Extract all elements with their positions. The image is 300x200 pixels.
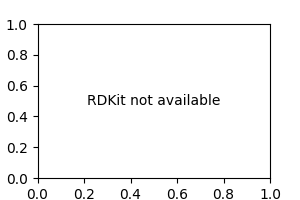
Text: RDKit not available: RDKit not available [87,94,220,108]
